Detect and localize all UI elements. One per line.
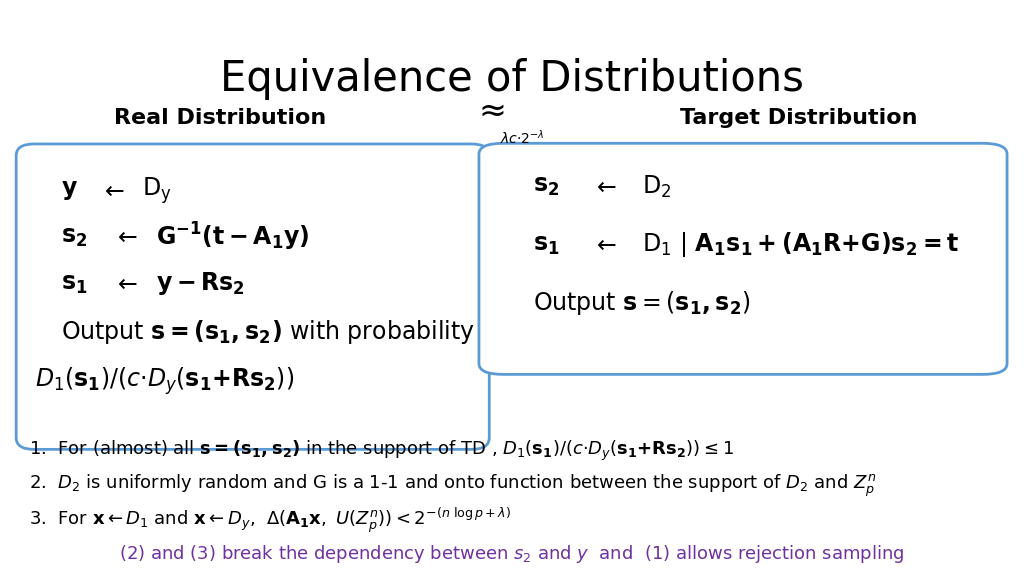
Text: Output $\mathbf{s{=}(s_1,s_2)}$ with probability: Output $\mathbf{s{=}(s_1,s_2)}$ with pro…	[61, 317, 475, 346]
FancyBboxPatch shape	[479, 143, 1007, 374]
Text: $\lambda c{\cdot}2^{-\lambda}$: $\lambda c{\cdot}2^{-\lambda}$	[500, 129, 545, 147]
Text: $\mathbf{y}$: $\mathbf{y}$	[61, 179, 78, 203]
Text: 1.  For (almost) all $\mathbf{s{=}(s_1,s_2)}$ in the support of TD , $D_1(\mathb: 1. For (almost) all $\mathbf{s{=}(s_1,s_…	[29, 439, 733, 463]
Text: $D_1(\mathbf{s_1})/(c{\cdot}D_y(\mathbf{s_1{+}Rs_2}))$: $D_1(\mathbf{s_1})/(c{\cdot}D_y(\mathbf{…	[35, 365, 295, 397]
Text: Real Distribution: Real Distribution	[114, 108, 327, 128]
Text: Target Distribution: Target Distribution	[680, 108, 918, 128]
Text: (2) and (3) break the dependency between $s_2$ and $y$  and  (1) allows rejectio: (2) and (3) break the dependency between…	[120, 543, 904, 565]
Text: $\leftarrow$: $\leftarrow$	[593, 175, 617, 199]
Text: $\leftarrow$: $\leftarrow$	[113, 225, 138, 249]
Text: $\mathbf{s_1}$: $\mathbf{s_1}$	[534, 233, 560, 257]
Text: $\mathbf{y - Rs_2}$: $\mathbf{y - Rs_2}$	[156, 270, 245, 297]
Text: $\mathrm{D_2}$: $\mathrm{D_2}$	[642, 173, 671, 199]
Text: $\mathbf{s_2}$: $\mathbf{s_2}$	[61, 225, 87, 249]
Text: Output $\mathbf{s} = (\mathbf{s_1,s_2})$: Output $\mathbf{s} = (\mathbf{s_1,s_2})$	[534, 289, 751, 317]
Text: $\leftarrow$: $\leftarrow$	[113, 271, 138, 295]
Text: Equivalence of Distributions: Equivalence of Distributions	[220, 58, 804, 100]
Text: $\leftarrow$: $\leftarrow$	[593, 233, 617, 257]
Text: $\mathrm{D_y}$: $\mathrm{D_y}$	[142, 175, 172, 206]
Text: $\mathbf{s_2}$: $\mathbf{s_2}$	[534, 175, 559, 199]
Text: $\mathrm{D_1}\ |\ \mathbf{A_1 s_1 + (A_1 R{+}G)s_2 = t}$: $\mathrm{D_1}\ |\ \mathbf{A_1 s_1 + (A_1…	[642, 230, 959, 259]
Text: $\approx$: $\approx$	[472, 94, 505, 127]
Text: 3.  For $\mathbf{x} \leftarrow D_1$ and $\mathbf{x} \leftarrow D_y$,  $\Delta(\m: 3. For $\mathbf{x} \leftarrow D_1$ and $…	[29, 505, 511, 535]
Text: $\leftarrow$: $\leftarrow$	[99, 179, 125, 203]
FancyBboxPatch shape	[16, 144, 489, 449]
Text: $\mathbf{G^{-1}(t - A_1 y)}$: $\mathbf{G^{-1}(t - A_1 y)}$	[156, 221, 309, 253]
Text: $\mathbf{s_1}$: $\mathbf{s_1}$	[61, 271, 88, 295]
Text: 2.  $D_2$ is uniformly random and G is a 1-1 and onto function between the suppo: 2. $D_2$ is uniformly random and G is a …	[29, 472, 876, 499]
